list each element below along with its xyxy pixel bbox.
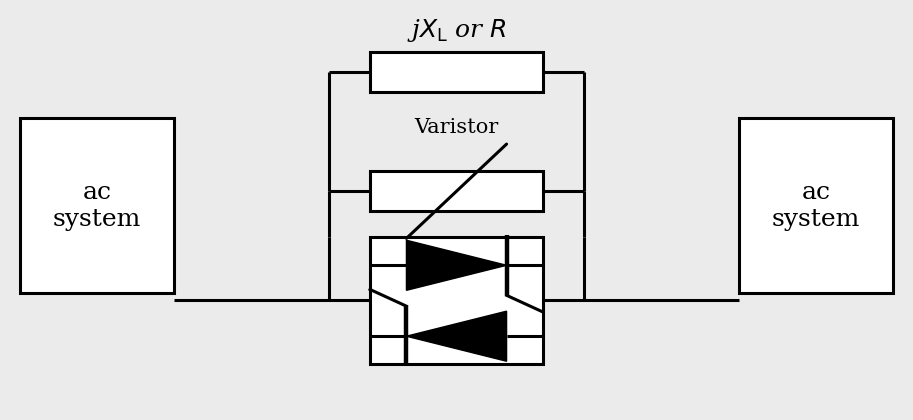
Text: ac
system: ac system bbox=[53, 181, 142, 231]
Bar bbox=[370, 52, 543, 92]
Text: ac
system: ac system bbox=[771, 181, 860, 231]
Bar bbox=[739, 118, 894, 294]
Text: j$X_\mathrm{L}$ or $R$: j$X_\mathrm{L}$ or $R$ bbox=[406, 17, 507, 44]
Text: Varistor: Varistor bbox=[415, 118, 498, 137]
Bar bbox=[19, 118, 174, 294]
Bar bbox=[370, 237, 543, 365]
Bar bbox=[370, 171, 543, 211]
Polygon shape bbox=[406, 311, 507, 361]
Polygon shape bbox=[406, 240, 507, 290]
